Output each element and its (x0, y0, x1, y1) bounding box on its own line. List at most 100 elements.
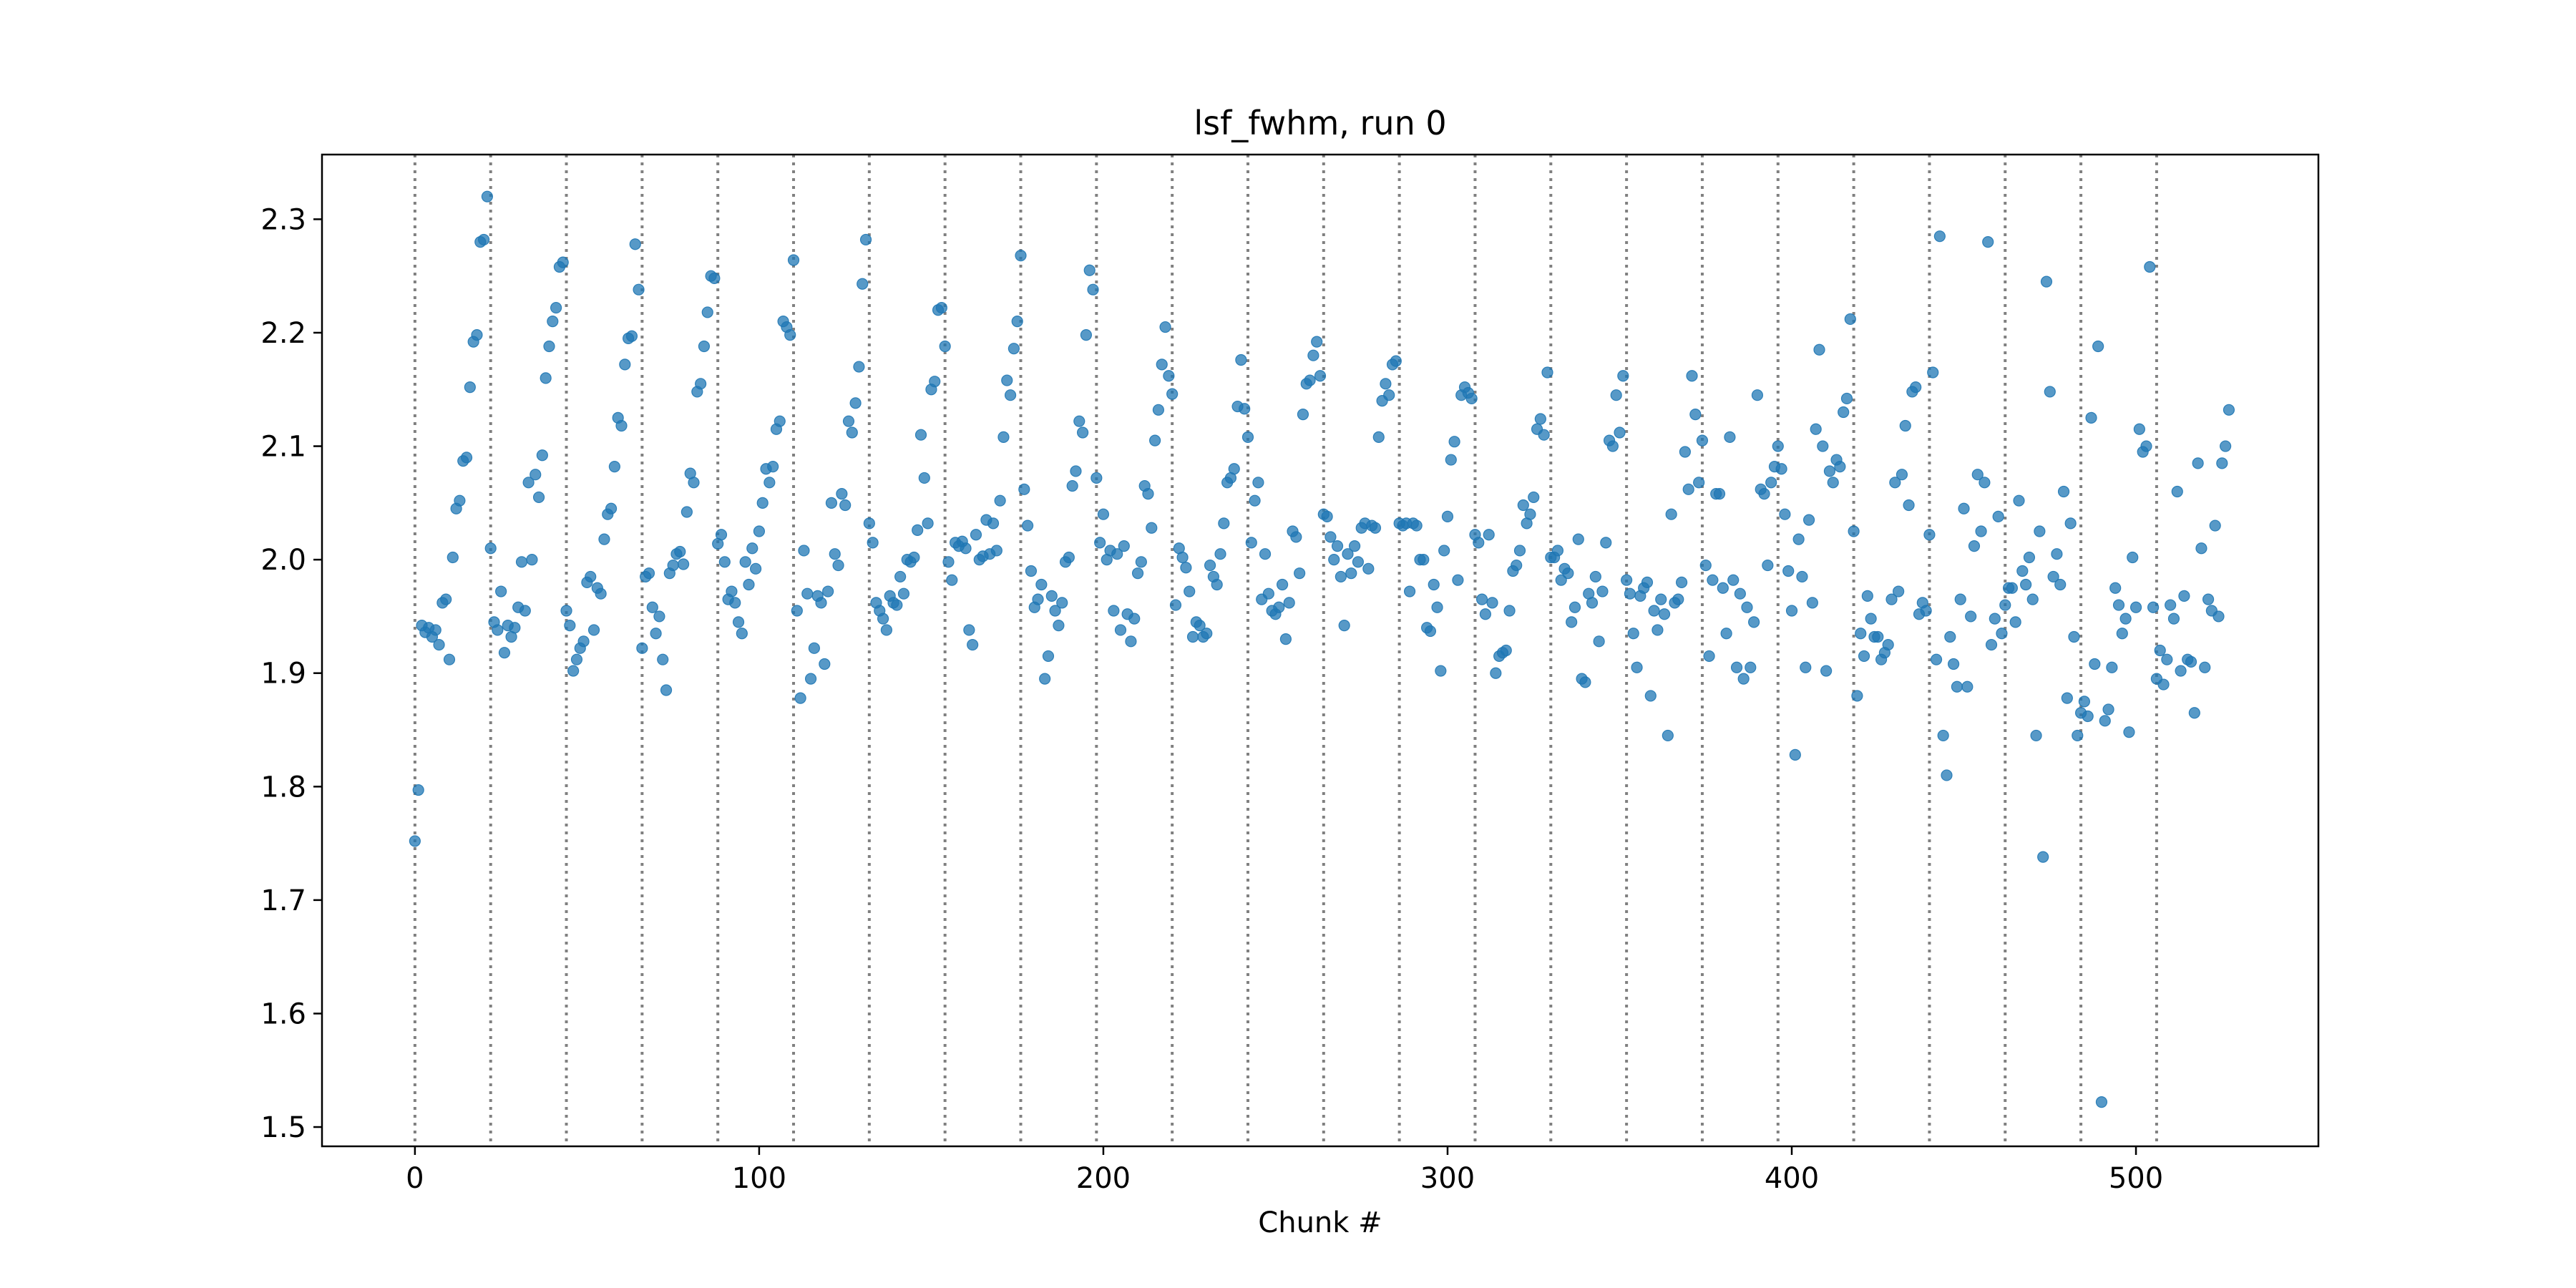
data-point (2020, 578, 2032, 591)
data-point (1342, 548, 1354, 560)
data-point (1410, 519, 1423, 532)
data-point (914, 429, 927, 441)
data-point (1948, 658, 1960, 670)
x-axis-ticks: 0 100 200 300 400 500 (406, 1146, 2163, 1195)
data-point (433, 638, 445, 651)
data-point (1524, 508, 1536, 520)
data-point (739, 556, 751, 568)
data-point (1070, 465, 1082, 477)
data-point (715, 529, 728, 541)
data-point (2047, 570, 2059, 583)
data-point (994, 494, 1006, 507)
data-point (519, 605, 531, 617)
data-point (729, 597, 741, 609)
data-point (2129, 601, 2142, 613)
y-axis-ticks: 1.5 1.6 1.7 1.8 1.9 2.0 2.1 2.2 2.3 (260, 203, 322, 1144)
data-point (1290, 531, 1302, 543)
data-point (2089, 658, 2101, 670)
data-point (1779, 508, 1791, 520)
data-point (1662, 729, 1674, 742)
data-point (756, 497, 769, 509)
data-point (1214, 548, 1226, 560)
data-point (970, 529, 982, 541)
data-point (1658, 608, 1671, 620)
data-point (1149, 434, 1161, 447)
data-point (1927, 366, 1939, 379)
y-tick-label: 2.3 (260, 203, 306, 236)
data-point (1362, 562, 1375, 575)
data-point (1369, 522, 1382, 534)
data-point (1245, 537, 1257, 549)
data-point (1844, 313, 1856, 326)
data-point (2199, 661, 2211, 673)
data-point (967, 638, 979, 651)
data-point (1080, 329, 1092, 341)
data-point (1765, 477, 1777, 489)
data-point (1975, 525, 1987, 537)
data-point (1802, 514, 1815, 526)
data-point (515, 556, 528, 568)
data-point (498, 647, 511, 659)
data-point (1063, 551, 1075, 564)
data-point (1294, 567, 1306, 580)
data-point (726, 585, 738, 597)
data-point (1882, 638, 1894, 651)
data-point (1606, 440, 1619, 452)
data-point (1555, 574, 1567, 586)
data-point (2212, 610, 2225, 623)
data-point (1655, 593, 1667, 605)
data-point (1349, 540, 1361, 552)
data-point (1631, 661, 1643, 673)
y-tick-label: 1.8 (260, 771, 306, 804)
data-point (1855, 628, 1867, 640)
data-point (1858, 650, 1870, 663)
data-point (587, 624, 600, 636)
data-point (532, 491, 545, 504)
x-tick-label: 100 (732, 1162, 786, 1195)
y-tick-label: 2.0 (260, 544, 306, 577)
data-point (509, 622, 521, 634)
data-point (653, 610, 665, 623)
data-point (1703, 650, 1715, 663)
data-point (1435, 665, 1447, 677)
data-point (598, 533, 610, 545)
data-point (1283, 597, 1295, 609)
data-point (2006, 582, 2018, 594)
data-point (1893, 585, 1905, 597)
data-point (1817, 440, 1829, 452)
data-point (1720, 628, 1732, 640)
data-point (2016, 565, 2029, 577)
data-point (577, 635, 590, 648)
data-point (1806, 597, 1818, 609)
data-point (526, 554, 538, 566)
data-points (409, 190, 2235, 1108)
data-point (750, 562, 762, 575)
data-point (2178, 590, 2190, 602)
data-point (829, 548, 841, 560)
data-point (1707, 574, 1719, 586)
data-point (1345, 567, 1357, 580)
data-point (1968, 540, 1981, 552)
data-point (1146, 522, 1158, 534)
data-point (1941, 769, 1953, 781)
data-point (2064, 517, 2077, 530)
data-point (1992, 510, 2004, 522)
data-point (619, 358, 631, 371)
axes-frame (321, 153, 2320, 1148)
data-point (1352, 556, 1365, 568)
data-point (547, 316, 559, 328)
data-point (1073, 415, 1085, 427)
data-point (1018, 483, 1030, 495)
data-point (698, 340, 711, 353)
data-point (987, 517, 1000, 530)
data-point (2116, 628, 2128, 640)
data-point (2127, 551, 2139, 564)
data-point (2072, 729, 2084, 742)
data-point (963, 624, 975, 636)
data-point (2009, 616, 2021, 628)
data-point (2099, 715, 2111, 727)
data-point (1648, 605, 1660, 617)
data-point (1083, 264, 1096, 276)
data-point (522, 477, 535, 489)
data-point (484, 542, 497, 555)
